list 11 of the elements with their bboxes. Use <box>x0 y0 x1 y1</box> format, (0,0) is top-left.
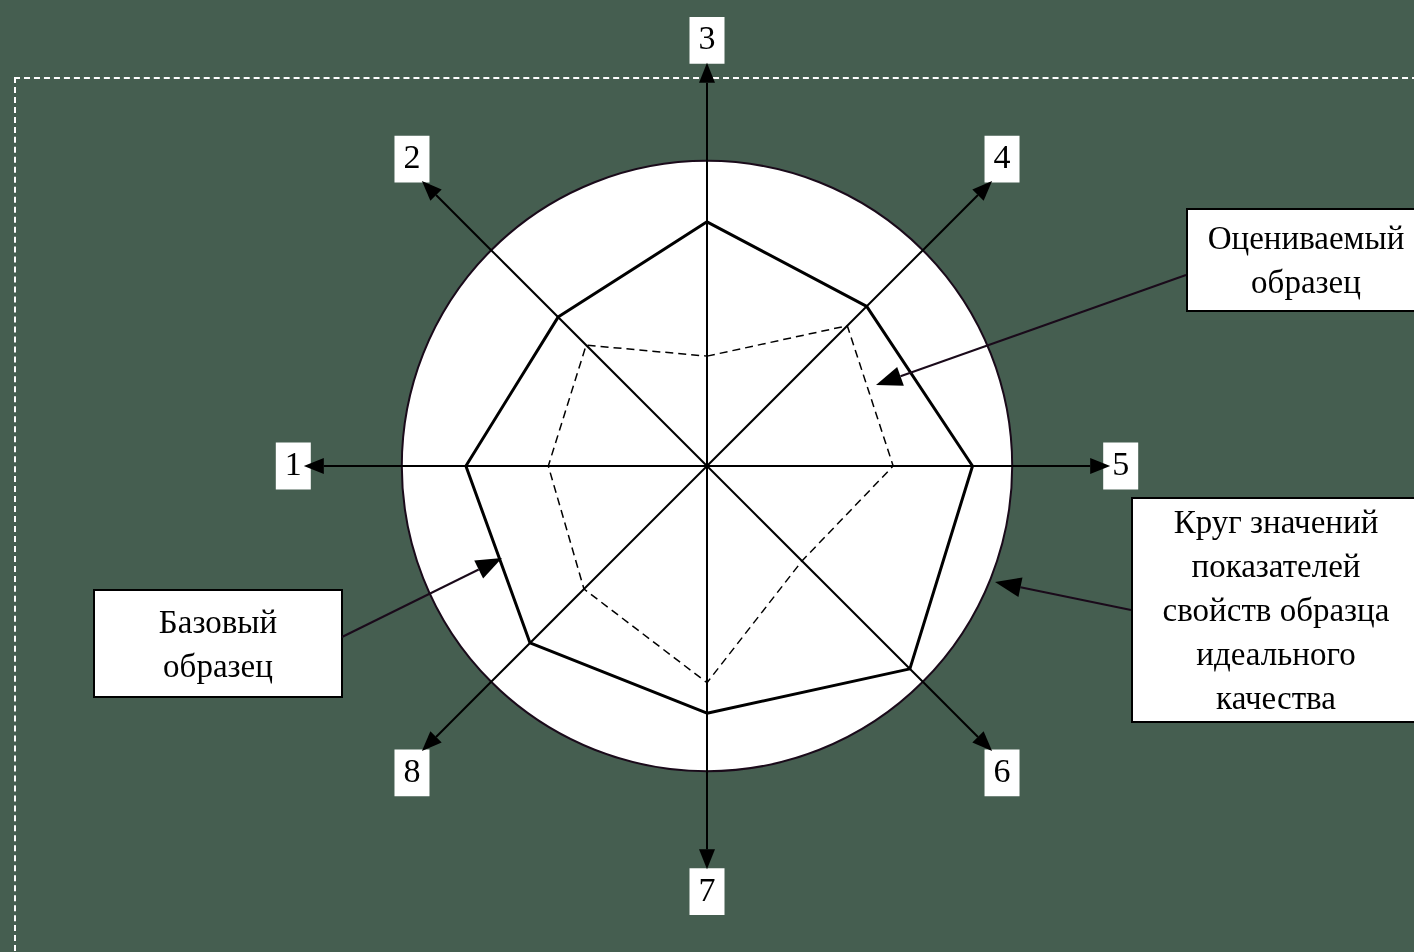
text: Круг значений показателей свойств образца идеального качества <box>1131 497 1414 723</box>
spoke-label: 6 <box>993 751 1011 789</box>
text: Базовый образец <box>93 589 343 698</box>
spoke-label: 1 <box>284 444 302 482</box>
text: Оцениваемый образец <box>1186 208 1414 312</box>
spoke-label: 2 <box>403 138 421 175</box>
spoke-label: 8 <box>403 751 421 789</box>
spoke-label: 4 <box>993 138 1011 175</box>
spoke-label: 5 <box>1112 444 1130 482</box>
spoke-label: 3 <box>698 19 716 57</box>
spoke-label: 7 <box>698 870 716 908</box>
